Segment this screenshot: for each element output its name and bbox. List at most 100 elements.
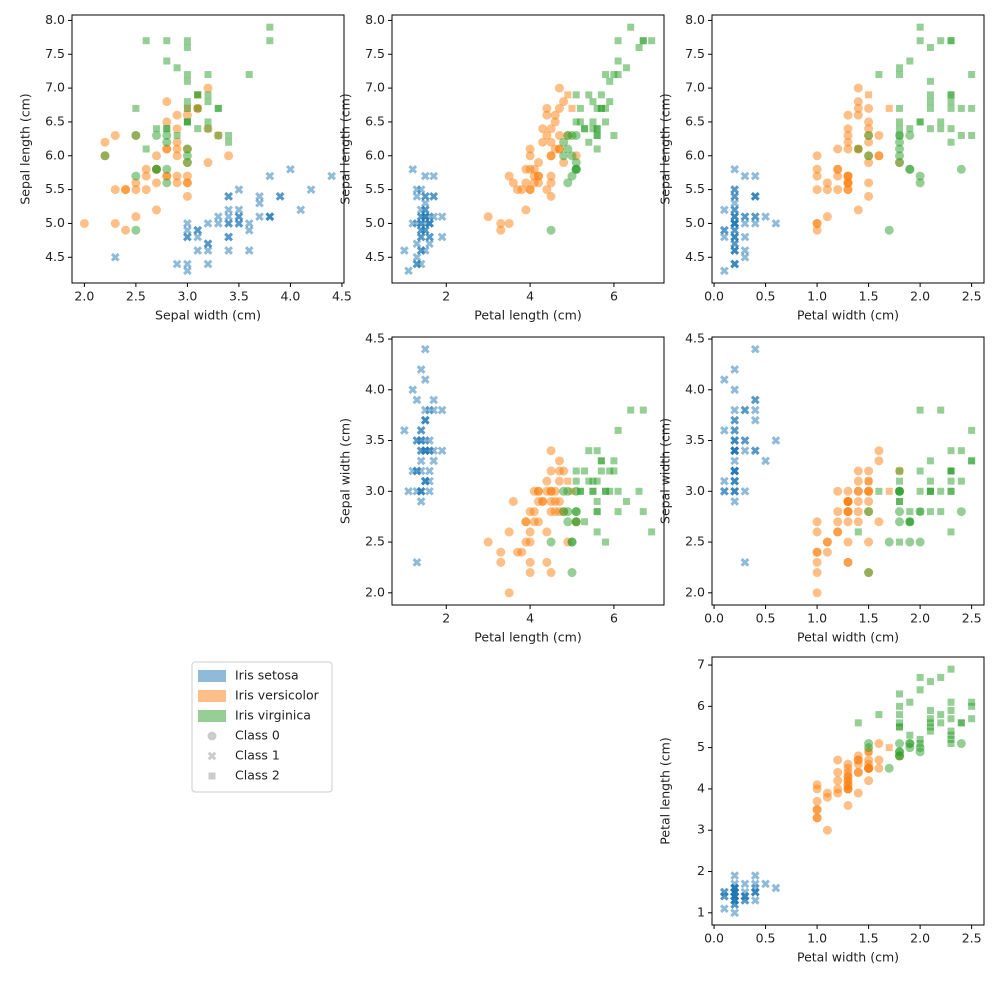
point bbox=[183, 232, 192, 242]
point bbox=[843, 557, 853, 567]
point bbox=[864, 507, 874, 517]
x-tick-label: 4 bbox=[526, 611, 534, 626]
point bbox=[947, 740, 955, 748]
point bbox=[730, 476, 740, 486]
point bbox=[572, 477, 580, 485]
point bbox=[244, 219, 254, 228]
point bbox=[822, 792, 832, 802]
point bbox=[525, 527, 535, 537]
y-axis-label: Sepal length (cm) bbox=[18, 93, 33, 204]
point bbox=[957, 131, 965, 139]
point bbox=[203, 246, 213, 255]
point bbox=[730, 164, 740, 174]
point bbox=[585, 91, 593, 99]
point bbox=[915, 178, 925, 188]
point bbox=[131, 130, 141, 140]
point bbox=[730, 891, 740, 901]
point bbox=[812, 588, 822, 598]
point bbox=[843, 137, 853, 147]
point bbox=[412, 185, 422, 194]
point bbox=[730, 205, 740, 215]
point bbox=[853, 476, 863, 486]
legend-box bbox=[191, 661, 333, 793]
point bbox=[327, 171, 336, 181]
point bbox=[416, 486, 426, 496]
point bbox=[425, 219, 434, 228]
point bbox=[496, 225, 506, 235]
point bbox=[172, 259, 182, 269]
point bbox=[812, 185, 822, 195]
point bbox=[131, 212, 141, 222]
point bbox=[529, 507, 539, 517]
x-axis-label: Petal width (cm) bbox=[797, 630, 899, 645]
point bbox=[730, 185, 740, 194]
point bbox=[947, 735, 955, 743]
point bbox=[720, 225, 729, 235]
point bbox=[142, 37, 150, 45]
point bbox=[740, 891, 750, 901]
point bbox=[213, 219, 223, 228]
point bbox=[761, 879, 770, 889]
point bbox=[589, 125, 597, 133]
point bbox=[437, 212, 447, 222]
y-tick-label: 2 bbox=[697, 863, 705, 878]
point bbox=[916, 406, 924, 414]
point bbox=[916, 118, 924, 126]
point bbox=[864, 124, 874, 134]
point bbox=[546, 151, 556, 161]
point bbox=[947, 727, 955, 735]
point bbox=[853, 205, 863, 215]
point bbox=[606, 467, 614, 475]
point bbox=[496, 218, 506, 228]
point bbox=[812, 813, 822, 823]
point bbox=[508, 496, 518, 506]
point bbox=[627, 406, 635, 414]
point bbox=[567, 151, 577, 161]
point bbox=[730, 871, 740, 881]
point bbox=[151, 178, 161, 188]
y-tick-label: 8.0 bbox=[365, 12, 385, 27]
point bbox=[412, 558, 422, 567]
point bbox=[956, 507, 966, 517]
point bbox=[266, 23, 274, 31]
point bbox=[437, 232, 447, 242]
point bbox=[822, 547, 832, 557]
point bbox=[648, 528, 656, 536]
point bbox=[843, 110, 853, 120]
point bbox=[593, 145, 601, 153]
point bbox=[812, 225, 822, 235]
point bbox=[483, 212, 493, 222]
point bbox=[956, 739, 966, 749]
point bbox=[225, 138, 233, 146]
x-tick-label: 2.5 bbox=[126, 289, 146, 304]
point bbox=[864, 496, 874, 506]
point bbox=[412, 239, 422, 249]
point bbox=[597, 457, 605, 465]
point bbox=[833, 517, 843, 527]
point bbox=[937, 118, 945, 126]
point bbox=[224, 151, 234, 161]
point bbox=[183, 98, 191, 106]
point bbox=[916, 37, 924, 45]
point bbox=[947, 665, 955, 673]
point bbox=[896, 125, 904, 133]
point bbox=[416, 426, 426, 435]
point bbox=[639, 37, 647, 45]
point bbox=[926, 719, 934, 727]
point bbox=[559, 486, 569, 496]
point bbox=[833, 171, 843, 181]
x-tick-label: 6 bbox=[610, 289, 618, 304]
point bbox=[864, 158, 874, 168]
point bbox=[610, 71, 618, 79]
point bbox=[906, 508, 914, 516]
point bbox=[589, 487, 597, 495]
subplot: 0.0 0.5 1.0 1.5 2.0 2.5 2.0 2.5 3.0 3.5 4.0 4.5 Peta… bbox=[658, 331, 985, 645]
point bbox=[525, 185, 535, 195]
point bbox=[853, 97, 863, 107]
subplot: 0.0 0.5 1.0 1.5 2.0 2.5 1 2 3 4 5 6 7 Petal width (cm… bbox=[658, 656, 985, 965]
x-tick-label: 3.0 bbox=[177, 289, 197, 304]
point bbox=[533, 517, 543, 527]
point bbox=[853, 767, 863, 777]
point bbox=[416, 365, 426, 374]
point bbox=[296, 205, 306, 215]
